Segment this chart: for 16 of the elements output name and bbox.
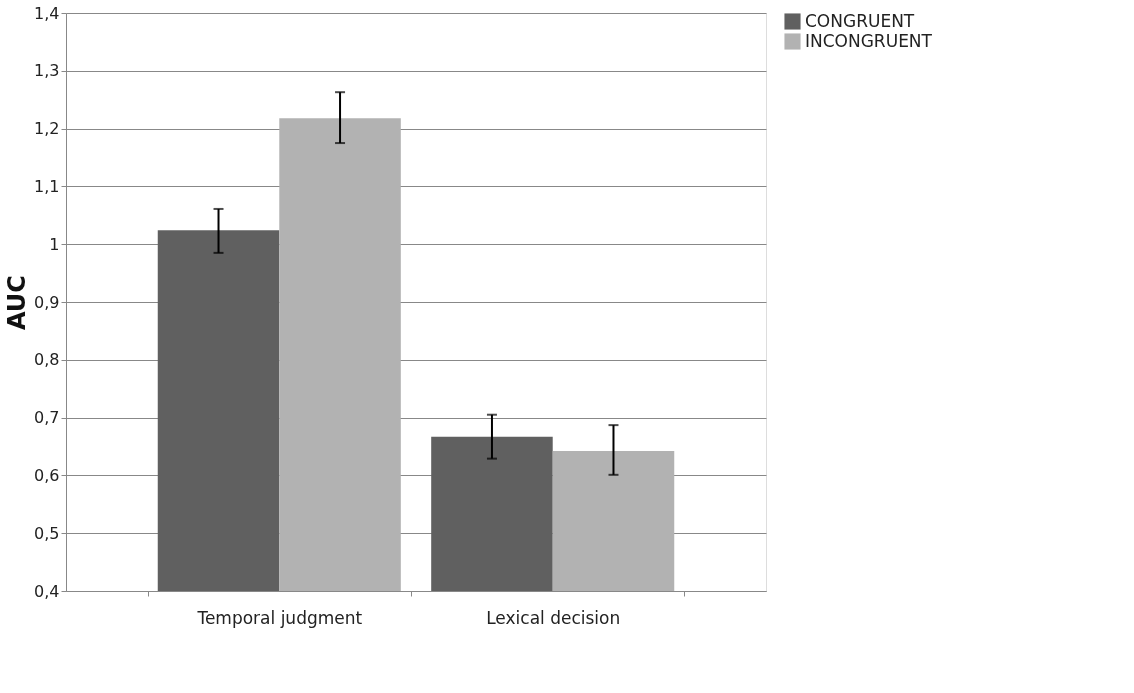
y-tick-label: 0,5	[34, 523, 60, 543]
y-tick-label: 1,4	[34, 3, 60, 23]
y-tick-label: 0,7	[34, 408, 60, 428]
y-tick-label: 0,4	[34, 581, 60, 601]
y-tick-label: 1	[49, 234, 60, 254]
y-tick-label: 0,9	[34, 292, 60, 312]
legend-label: INCONGRUENT	[805, 30, 933, 51]
y-tick-label: 0,8	[34, 350, 60, 370]
y-tick-label: 0,6	[34, 465, 60, 485]
y-tick-label: 1,2	[34, 119, 60, 139]
x-tick-label: Temporal judgment	[196, 607, 363, 628]
y-tick-label: 1,1	[34, 176, 60, 196]
y-tick-label: 1,3	[34, 61, 60, 81]
x-tick-label: Lexical decision	[486, 607, 621, 628]
legend-label: CONGRUENT	[805, 10, 915, 31]
y-axis-title: AUC	[3, 275, 32, 330]
